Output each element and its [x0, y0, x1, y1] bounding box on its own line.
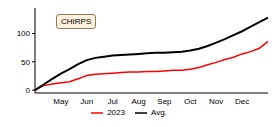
- svg-text:0: 0: [26, 86, 31, 95]
- svg-text:Jul: Jul: [108, 97, 118, 106]
- svg-text:Dec: Dec: [235, 97, 249, 106]
- html-text:Avg.: Avg.: [151, 108, 167, 118]
- html-text:2023: 2023: [107, 108, 125, 118]
- svg-text:Oct: Oct: [184, 97, 197, 106]
- html-text:CHIRPS: CHIRPS: [61, 17, 92, 26]
- svg-text:100: 100: [17, 29, 31, 38]
- svg-text:May: May: [53, 97, 68, 106]
- svg-text:Sep: Sep: [157, 97, 172, 106]
- svg-text:50: 50: [21, 58, 30, 67]
- svg-text:Aug: Aug: [131, 97, 145, 106]
- svg-text:Nov: Nov: [209, 97, 223, 106]
- svg-text:Jun: Jun: [80, 97, 93, 106]
